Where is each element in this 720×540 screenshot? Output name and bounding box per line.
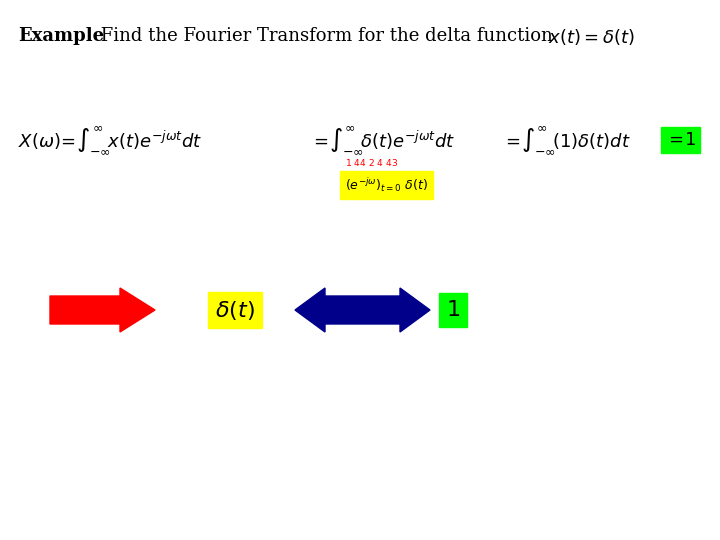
Text: $\delta(t)$: $\delta(t)$ (215, 299, 255, 321)
Polygon shape (295, 288, 430, 332)
Text: $\left(e^{-j\omega}\right)_{t=0}\ \delta(t)$: $\left(e^{-j\omega}\right)_{t=0}\ \delta… (345, 176, 428, 194)
Text: $1\ 44\ 2\ 4\ 43$: $1\ 44\ 2\ 4\ 43$ (345, 157, 398, 167)
Text: $=\!1$: $=\!1$ (665, 131, 696, 149)
Polygon shape (50, 288, 155, 332)
Text: $=\!\int_{-\infty}^{\infty}\! \delta(t)e^{-j\omega t}dt$: $=\!\int_{-\infty}^{\infty}\! \delta(t)e… (310, 124, 455, 156)
Text: Find the Fourier Transform for the delta function: Find the Fourier Transform for the delta… (95, 27, 559, 45)
Text: $=\!\int_{-\infty}^{\infty}\! (1)\delta(t)dt$: $=\!\int_{-\infty}^{\infty}\! (1)\delta(… (502, 124, 631, 156)
Text: $X(\omega)\!=\!\int_{-\infty}^{\infty}\! x(t)e^{-j\omega t}dt$: $X(\omega)\!=\!\int_{-\infty}^{\infty}\!… (18, 124, 202, 156)
Text: $x(t) = \delta(t)$: $x(t) = \delta(t)$ (548, 27, 635, 47)
Text: Example: Example (18, 27, 104, 45)
Text: $1$: $1$ (446, 300, 460, 320)
